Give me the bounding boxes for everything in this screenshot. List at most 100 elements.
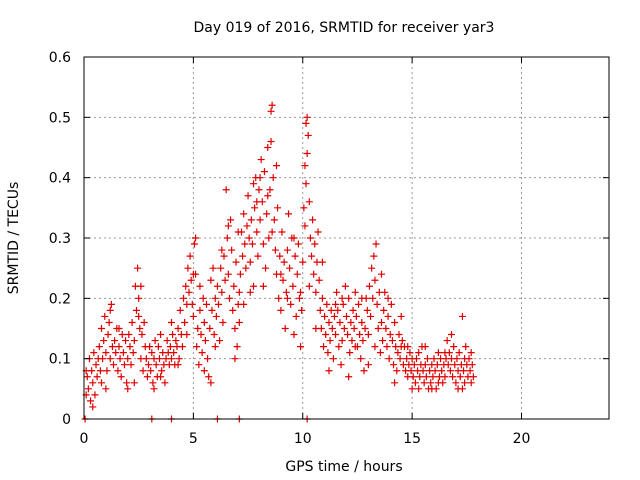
- data-point: [351, 343, 359, 351]
- data-point: [210, 331, 218, 339]
- data-point: [124, 385, 132, 393]
- data-point: [233, 343, 241, 351]
- data-point: [93, 373, 101, 381]
- data-point: [83, 373, 91, 381]
- data-point: [341, 282, 349, 290]
- data-point: [264, 144, 272, 151]
- data-point: [213, 282, 221, 290]
- data-point: [305, 282, 313, 290]
- data-point: [409, 373, 417, 381]
- data-point: [271, 246, 279, 254]
- data-point: [302, 180, 310, 188]
- data-point: [289, 282, 297, 290]
- data-point: [254, 252, 262, 260]
- data-point: [408, 385, 416, 393]
- data-point: [193, 343, 201, 351]
- data-point: [91, 391, 99, 399]
- data-point: [225, 294, 233, 302]
- data-point: [256, 216, 264, 224]
- data-point: [299, 258, 307, 266]
- data-point: [122, 337, 130, 345]
- data-point: [385, 355, 393, 363]
- data-point: [218, 246, 226, 254]
- data-point: [134, 264, 142, 272]
- data-point: [444, 361, 452, 369]
- data-point: [253, 228, 261, 236]
- data-point: [253, 198, 261, 206]
- data-point: [84, 385, 92, 393]
- data-point: [340, 325, 348, 332]
- data-point: [458, 312, 466, 320]
- data-point: [278, 228, 286, 236]
- data-point: [338, 337, 346, 345]
- data-point: [100, 337, 108, 345]
- data-point: [245, 234, 253, 242]
- data-point: [391, 318, 399, 326]
- data-point: [128, 318, 136, 326]
- data-point: [108, 343, 116, 351]
- data-point: [218, 288, 226, 296]
- data-point: [451, 361, 459, 369]
- y-axis-label: SRMTID / TECUs: [6, 182, 22, 295]
- data-point: [176, 306, 184, 314]
- data-point: [282, 288, 290, 296]
- data-point: [127, 361, 135, 369]
- data-point: [150, 385, 158, 393]
- data-point: [421, 361, 429, 369]
- data-point: [263, 210, 271, 218]
- data-point: [215, 300, 223, 308]
- data-point: [148, 349, 156, 357]
- data-point: [324, 349, 332, 357]
- data-point: [235, 288, 243, 296]
- data-point: [441, 373, 449, 381]
- data-point: [274, 204, 282, 212]
- data-point: [384, 312, 392, 320]
- data-point: [311, 240, 319, 248]
- data-point: [119, 349, 127, 357]
- data-point: [152, 361, 160, 369]
- data-point: [371, 343, 379, 351]
- data-point: [189, 312, 197, 320]
- data-point: [186, 252, 194, 260]
- data-point: [196, 282, 204, 290]
- data-point: [316, 306, 324, 314]
- data-point: [361, 325, 369, 332]
- data-point: [411, 379, 419, 387]
- data-point: [188, 300, 196, 308]
- data-point: [413, 355, 420, 363]
- data-point: [174, 361, 182, 369]
- data-point: [448, 331, 455, 339]
- data-point: [206, 325, 214, 332]
- data-point: [309, 216, 317, 224]
- data-point: [89, 379, 97, 387]
- data-point: [277, 306, 285, 314]
- data-point: [443, 337, 451, 345]
- data-point: [415, 385, 423, 393]
- data-point: [329, 355, 337, 363]
- data-point: [221, 276, 229, 284]
- data-point: [467, 379, 475, 387]
- data-point: [303, 113, 311, 121]
- data-point: [143, 373, 151, 381]
- data-point: [323, 300, 331, 308]
- data-point: [410, 361, 418, 369]
- data-point: [98, 325, 105, 332]
- data-point: [338, 294, 346, 302]
- data-point: [434, 379, 442, 387]
- data-point: [339, 300, 347, 308]
- data-point: [211, 343, 219, 351]
- data-point: [239, 252, 247, 260]
- data-point: [231, 325, 239, 332]
- data-point: [452, 379, 460, 387]
- data-point: [111, 337, 119, 345]
- data-point: [269, 174, 277, 182]
- data-point: [140, 318, 148, 326]
- data-point: [469, 373, 477, 381]
- data-point: [454, 385, 462, 393]
- data-point: [388, 337, 396, 345]
- data-point: [196, 306, 204, 314]
- data-point: [321, 312, 329, 320]
- data-point: [168, 318, 175, 326]
- data-point: [182, 282, 190, 290]
